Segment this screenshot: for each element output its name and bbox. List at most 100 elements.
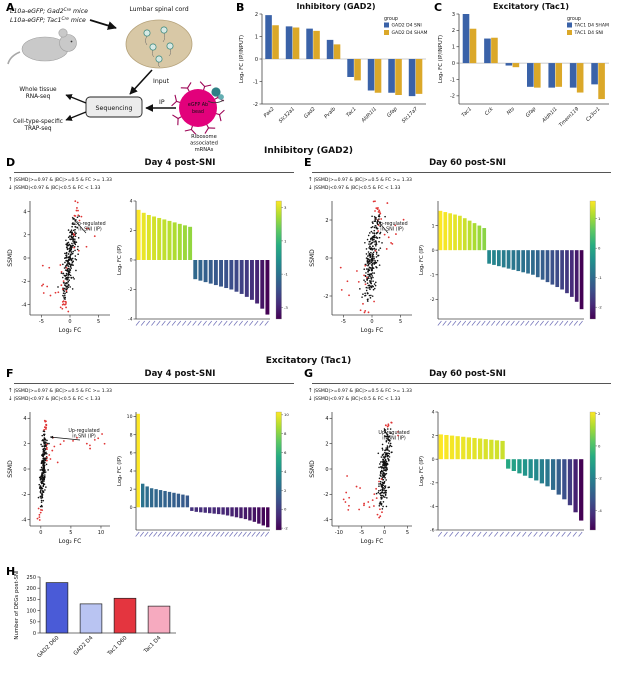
panel-e: E Day 60 post-SNI ↑|SSMD|>=0.97 & |BC|>=…: [298, 157, 617, 355]
panel-e-title: Day 60 post-SNI: [429, 158, 506, 168]
panel-label-a: A: [6, 1, 15, 14]
svg-text:4: 4: [130, 199, 133, 205]
svg-text:-1: -1: [430, 272, 435, 278]
svg-text:Tac1: Tac1: [345, 106, 357, 118]
svg-text:2: 2: [325, 441, 328, 447]
svg-text:8: 8: [130, 432, 133, 438]
down-threshold-text: |SSMD|<0.97 & |BC|<0.5 & FC < 1.33: [13, 397, 101, 403]
panel-h: H 0 50 100 150 200 250 Number of DEGs post-SNI…: [2, 564, 212, 677]
svg-text:0: 0: [432, 248, 435, 254]
svg-text:250: 250: [26, 575, 36, 581]
section-heading-inhibitory: Inhibitory (GAD2): [263, 146, 353, 156]
svg-text:-1: -1: [253, 79, 258, 85]
svg-text:Slc17a7: Slc17a7: [401, 106, 420, 125]
svg-text:4: 4: [23, 209, 26, 215]
svg-text:-4: -4: [22, 517, 27, 523]
svg-text:Number of DEGs post-SNI: Number of DEGs post-SNI: [14, 571, 20, 640]
divider: [14, 383, 294, 384]
svg-text:4: 4: [23, 416, 26, 422]
up-threshold-row: ↑|SSMD|>=0.97 & |BC|>=0.5 & FC >= 1.33: [8, 387, 112, 395]
svg-text:Aldh1l1: Aldh1l1: [541, 106, 559, 124]
deg-threshold-legend-g: ↑|SSMD|>=0.97 & |BC|>=0.5 & FC >= 1.33 ↓…: [308, 387, 412, 404]
up-threshold-row: ↑|SSMD|>=0.97 & |BC|>=0.5 & FC >= 1.33: [8, 176, 112, 184]
svg-text:Pvalb: Pvalb: [323, 106, 337, 120]
svg-text:Log₂ FC: Log₂ FC: [59, 538, 82, 545]
svg-text:-1: -1: [450, 77, 455, 83]
svg-text:5: 5: [406, 530, 409, 536]
cell-type-label-1: Cell-type-specific: [13, 119, 63, 125]
svg-text:1: 1: [432, 223, 435, 229]
svg-text:Cx3cr1: Cx3cr1: [585, 106, 602, 123]
bead-label-2: bead: [192, 109, 204, 115]
panel-label-c: C: [434, 1, 443, 14]
svg-text:Tac1 D4: Tac1 D4: [142, 635, 162, 655]
svg-text:Up-regulated: Up-regulated: [74, 221, 105, 227]
panel-label-b: B: [236, 1, 245, 14]
svg-text:0: 0: [325, 256, 328, 262]
svg-text:SSMD: SSMD: [309, 460, 316, 478]
panel-a: A L10a-eGFP; Gad2Cre mice L10a-eGFP; Tac…: [2, 0, 234, 176]
svg-text:-2: -2: [430, 481, 435, 487]
svg-text:100: 100: [26, 608, 36, 614]
up-threshold-text: |SSMD|>=0.97 & |BC|>=0.5 & FC >= 1.33: [313, 389, 412, 394]
svg-text:group: group: [384, 16, 398, 22]
svg-text:in SNI (IP): in SNI (IP): [380, 227, 404, 233]
mice2-post: mice: [69, 17, 86, 24]
panel-c: C Excitatory (Tac1) -2 -1 0 1 2 3 Log₂ FC (IP/I…: [432, 0, 617, 152]
svg-text:Cck: Cck: [484, 105, 495, 116]
down-arrow-icon: ↓: [8, 396, 13, 403]
svg-text:Log₂ FC: Log₂ FC: [59, 327, 82, 334]
panel-label-g: G: [304, 367, 314, 380]
svg-text:0: 0: [39, 530, 42, 536]
divider: [14, 172, 294, 173]
svg-text:GAD2 D4: GAD2 D4: [73, 635, 95, 657]
svg-text:in SNI (IP): in SNI (IP): [72, 434, 96, 440]
svg-text:GAD2 D60: GAD2 D60: [36, 635, 61, 660]
svg-text:Log₂ FC (IP/INPUT): Log₂ FC (IP/INPUT): [239, 35, 245, 83]
svg-text:0: 0: [452, 61, 455, 67]
ip-label: IP: [159, 99, 165, 106]
svg-text:0: 0: [432, 457, 435, 463]
svg-text:2: 2: [598, 411, 601, 416]
svg-text:0: 0: [23, 256, 26, 262]
sequencing-box: [85, 96, 143, 118]
mice-line-1: L10a-eGFP; Gad2Cre mice: [10, 7, 88, 15]
panel-label-h: H: [6, 565, 16, 578]
panel-g-title: Day 60 post-SNI: [429, 369, 506, 379]
up-threshold-text: |SSMD|>=0.97 & |BC|>=0.5 & FC >= 1.33: [313, 178, 412, 183]
panel-label-d: D: [6, 156, 16, 169]
waterfall-day60-gad2: -2 -1 0 1 Log₂ FC (IP) 1 0 -1 -2: [419, 200, 602, 326]
svg-text:GAD2 D4 SHAM: GAD2 D4 SHAM: [392, 30, 428, 36]
arrow-to-rnaseq: [65, 94, 87, 104]
svg-text:Log₂ FC (IP): Log₂ FC (IP): [419, 456, 425, 486]
svg-text:2: 2: [130, 487, 133, 493]
svg-text:2: 2: [325, 218, 328, 224]
divider: [312, 172, 611, 173]
svg-text:-5: -5: [39, 319, 44, 325]
svg-text:-3: -3: [284, 305, 288, 310]
svg-text:-10: -10: [335, 530, 343, 536]
lumbar-label: Lumbar spinal cord: [129, 6, 188, 13]
svg-text:2: 2: [432, 433, 435, 439]
svg-text:10: 10: [98, 530, 104, 536]
ribosome-illustration: [207, 87, 225, 104]
down-arrow-icon: ↓: [8, 185, 13, 192]
svg-text:150: 150: [26, 597, 36, 603]
svg-text:SSMD: SSMD: [7, 460, 14, 478]
svg-text:-2: -2: [430, 297, 435, 303]
svg-text:Log₂ FC (IP): Log₂ FC (IP): [117, 245, 123, 275]
deg-threshold-legend-e: ↑|SSMD|>=0.97 & |BC|>=0.5 & FC >= 1.33 ↓…: [308, 176, 412, 193]
svg-text:Nts: Nts: [506, 106, 516, 116]
svg-text:-4: -4: [324, 517, 329, 523]
sequencing-label: Sequencing: [96, 105, 133, 112]
svg-text:Inhibitory (GAD2): Inhibitory (GAD2): [296, 2, 375, 11]
svg-text:10: 10: [284, 412, 289, 417]
svg-text:-4: -4: [430, 504, 435, 510]
svg-text:Log₂ FC: Log₂ FC: [361, 538, 384, 545]
svg-text:0: 0: [370, 319, 373, 325]
svg-text:2: 2: [255, 12, 258, 18]
up-threshold-row: ↑|SSMD|>=0.97 & |BC|>=0.5 & FC >= 1.33: [308, 387, 412, 395]
svg-text:200: 200: [26, 586, 36, 592]
